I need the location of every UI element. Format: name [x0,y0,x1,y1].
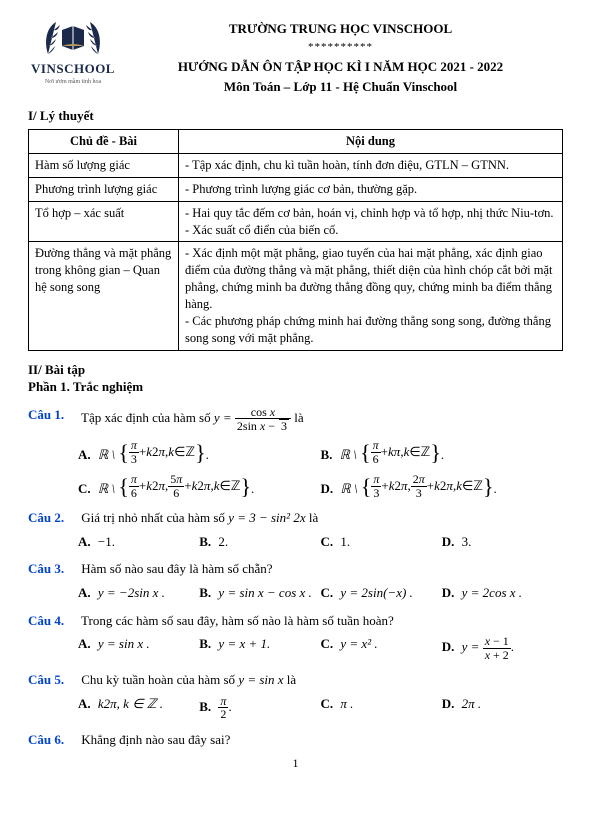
question-5: Câu 5. Chu kỳ tuần hoàn của hàm số y = s… [28,671,563,689]
topic-cell: Hàm số lượng giác [29,153,179,177]
subject-line: Môn Toán – Lớp 11 - Hệ Chuẩn Vinschool [118,78,563,96]
opt-text: y = sin x . [98,636,150,651]
opt-text: y = x + 1. [218,636,270,651]
option-a: A. k2π, k ∈ ℤ . [78,695,199,721]
logo-tagline: Nơi ươm mầm tinh hoa [45,78,101,86]
question-number: Câu 3. [28,560,78,578]
section-bai-tap: II/ Bài tập [28,361,563,379]
table-row: Hàm số lượng giác - Tập xác định, chu kì… [29,153,563,177]
table-row: Phương trình lượng giác - Phương trình l… [29,177,563,201]
question-3: Câu 3. Hàm số nào sau đây là hàm số chẵn… [28,560,563,578]
q4-options: A. y = sin x . B. y = x + 1. C. y = x² .… [78,635,563,661]
question-number: Câu 6. [28,731,78,749]
option-b: B. 2. [199,533,320,551]
question-text: Tập xác định của hàm số y = cos x 2sin x… [81,410,304,425]
q1-fraction: cos x 2sin x − 3 [235,406,291,433]
theory-table: Chủ đề - Bài Nội dung Hàm số lượng giác … [28,129,563,351]
opt-text: y = x² . [340,636,377,651]
header-center: TRƯỜNG TRUNG HỌC VINSCHOOL ********** HƯ… [118,20,563,97]
option-d: D. ℝ \ {π3 + k2π, 2π3 + k2π, k ∈ ℤ}. [321,473,564,499]
opt-text: 1. [340,534,350,549]
option-c: C. y = x² . [321,635,442,661]
opt-text: 3. [462,534,472,549]
option-d: D. 3. [442,533,563,551]
option-d: D. y = 2cos x . [442,584,563,602]
question-text: Hàm số nào sau đây là hàm số chẵn? [81,561,272,576]
question-text: Khẳng định nào sau đây sai? [81,732,230,747]
option-b: B. y = sin x − cos x . [199,584,320,602]
option-d: D. y = x − 1x + 2. [442,635,563,661]
school-name: TRƯỜNG TRUNG HỌC VINSCHOOL [118,20,563,38]
topic-cell: Phương trình lượng giác [29,177,179,201]
opt-text: y = 2cos x . [462,585,522,600]
question-text: Giá trị nhỏ nhất của hàm số y = 3 − sin²… [81,510,318,525]
option-c: C. y = 2sin(−x) . [321,584,442,602]
question-6: Câu 6. Khẳng định nào sau đây sai? [28,731,563,749]
question-1: Câu 1. Tập xác định của hàm số y = cos x… [28,406,563,433]
option-a: A. y = sin x . [78,635,199,661]
content-cell: - Tập xác định, chu kì tuần hoàn, tính đ… [179,153,563,177]
table-header-content: Nội dung [179,130,563,154]
question-number: Câu 1. [28,406,78,424]
question-text: Chu kỳ tuần hoàn của hàm số y = sin x là [81,672,296,687]
question-4: Câu 4. Trong các hàm số sau đây, hàm số … [28,612,563,630]
book-laurel-icon [42,16,104,62]
q2-options: A. −1. B. 2. C. 1. D. 3. [78,533,563,551]
option-c: C. π . [321,695,442,721]
table-row: Tổ hợp – xác suất - Hai quy tắc đếm cơ b… [29,201,563,242]
table-row: Đường thẳng và mặt phẳng trong không gia… [29,242,563,350]
opt-text: y = 2sin(−x) . [340,585,412,600]
option-a: A. y = −2sin x . [78,584,199,602]
opt-text: 2. [218,534,228,549]
opt-text: k2π, k ∈ ℤ . [98,696,163,711]
topic-cell: Tổ hợp – xác suất [29,201,179,242]
content-cell: - Phương trình lượng giác cơ bản, thường… [179,177,563,201]
option-b: B. y = x + 1. [199,635,320,661]
q1-text-a: Tập xác định của hàm số [81,410,214,425]
opt-text: −1. [98,534,115,549]
guide-title: HƯỚNG DẪN ÔN TẬP HỌC KÌ I NĂM HỌC 2021 -… [118,58,563,76]
opt-text: y = −2sin x . [98,585,165,600]
q1-formula: y = [214,410,235,425]
option-c: C. ℝ \ {π6 + k2π, 5π6 + k2π, k ∈ ℤ}. [78,473,321,499]
section-phan1: Phần 1. Trắc nghiệm [28,378,563,396]
opt-text: π . [340,696,353,711]
question-number: Câu 2. [28,509,78,527]
option-a: A. ℝ \ {π3 + k2π, k ∈ ℤ}. [78,439,321,465]
question-number: Câu 5. [28,671,78,689]
q1-text-b: là [294,410,303,425]
option-a: A. −1. [78,533,199,551]
section-ly-thuyet: I/ Lý thuyết [28,107,563,125]
page-number: 1 [28,755,563,771]
topic-cell: Đường thẳng và mặt phẳng trong không gia… [29,242,179,350]
content-cell: - Hai quy tắc đếm cơ bản, hoán vị, chỉnh… [179,201,563,242]
opt-text: 2π . [462,696,482,711]
question-text: Trong các hàm số sau đây, hàm số nào là … [81,613,394,628]
logo-name: VINSCHOOL [31,60,115,78]
header: VINSCHOOL Nơi ươm mầm tinh hoa TRƯỜNG TR… [28,20,563,97]
table-header-topic: Chủ đề - Bài [29,130,179,154]
option-b: B. π2. [199,695,320,721]
question-2: Câu 2. Giá trị nhỏ nhất của hàm số y = 3… [28,509,563,527]
option-d: D. 2π . [442,695,563,721]
opt-text: y = sin x − cos x . [218,585,311,600]
content-cell: - Xác định một mặt phẳng, giao tuyến của… [179,242,563,350]
question-number: Câu 4. [28,612,78,630]
q3-options: A. y = −2sin x . B. y = sin x − cos x . … [78,584,563,602]
q1-options: A. ℝ \ {π3 + k2π, k ∈ ℤ}. B. ℝ \ {π6 + k… [78,439,563,499]
option-b: B. ℝ \ {π6 + kπ, k ∈ ℤ}. [321,439,564,465]
option-c: C. 1. [321,533,442,551]
q5-options: A. k2π, k ∈ ℤ . B. π2. C. π . D. 2π . [78,695,563,721]
divider-stars: ********** [118,40,563,55]
logo: VINSCHOOL Nơi ươm mầm tinh hoa [28,16,118,86]
